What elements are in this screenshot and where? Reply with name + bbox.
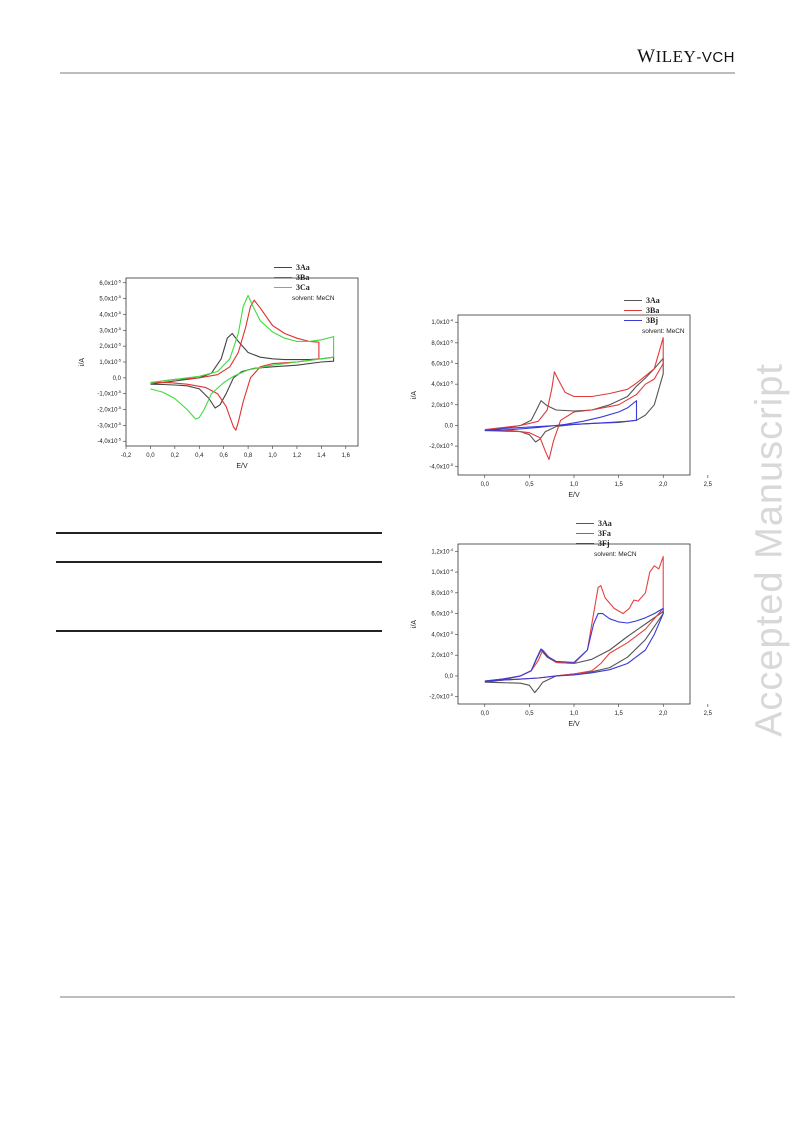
cv-chart-top-left: -0,2 0,0 0,2 0,4 0,6 0,8 1,0 1,2 1,4 1,6 -4,0x10-5…: [79, 263, 359, 470]
y-tick-label: 2,0x10-5: [99, 342, 121, 351]
x-tick-label: 1,0: [570, 711, 579, 717]
x-tick-label: 1,5: [614, 482, 623, 488]
y-tick-label: 1,0x10-4: [431, 568, 453, 577]
legend-label: 3Aa: [296, 263, 310, 272]
series-line-3Aa: [484, 610, 664, 694]
x-tick-label: 1,0: [570, 482, 579, 488]
y-tick-label: 4,0x10-5: [431, 380, 453, 389]
legend-label: 3Ba: [646, 306, 659, 315]
x-tick-label: 1,0: [268, 453, 277, 459]
series-line-3Ca: [150, 294, 335, 420]
y-tick-label: -2,0x10-5: [97, 405, 121, 414]
legend-label: 3Aa: [598, 519, 612, 528]
watermark: Accepted Manuscript: [748, 363, 791, 737]
cv-chart-bottom-right: 0,0 0,5 1,0 1,5 2,0 2,5 -2,0x10-5 0,0 2,0x10-5 4,…: [411, 519, 713, 728]
x-tick-label: 0,0: [481, 711, 490, 717]
series-line-3Fj: [484, 607, 664, 682]
y-tick-label: 6,0x10-5: [431, 609, 453, 618]
y-tick-label: -2,0x10-5: [429, 692, 453, 701]
y-tick-label: -2,0x10-5: [429, 442, 453, 451]
x-tick-label: 2,0: [659, 482, 668, 488]
legend-note: solvent: MeCN: [642, 328, 685, 335]
x-axis-label: E/V: [236, 463, 248, 470]
series-line-3Ba: [484, 337, 664, 461]
x-tick-label: 1,5: [614, 711, 623, 717]
y-tick-label: -3,0x10-5: [97, 421, 121, 430]
y-tick-label: 2,0x10-5: [431, 651, 453, 660]
x-axis-label: E/V: [568, 721, 580, 728]
legend-label: 3Bj: [646, 316, 658, 325]
legend-label: 3Ba: [296, 273, 309, 282]
x-tick-label: 2,0: [659, 711, 668, 717]
y-tick-label: -4,0x10-5: [97, 437, 121, 446]
y-tick-label: 8,0x10-5: [431, 338, 453, 347]
y-tick-label: 3,0x10-5: [99, 326, 121, 335]
y-tick-label: 6,0x10-5: [431, 359, 453, 368]
header-rule: [60, 72, 735, 74]
legend-label: 3Fa: [598, 529, 611, 538]
y-tick-label: 1,2x10-4: [431, 547, 453, 556]
y-tick-label: 2,0x10-5: [431, 400, 453, 409]
x-tick-label: 2,5: [704, 711, 713, 717]
x-tick-label: 0,5: [525, 711, 534, 717]
y-tick-label: 4,0x10-5: [99, 310, 121, 319]
y-tick-label: 6,0x10-5: [99, 278, 121, 287]
y-tick-label: 1,0x10-5: [99, 358, 121, 367]
x-tick-label: 0,0: [146, 453, 155, 459]
cv-chart-top-right: 0,0 0,5 1,0 1,5 2,0 2,5 -4,0x10-5 -2,0x10-5 0,0 2…: [411, 296, 713, 499]
y-tick-label: 1,0x10-4: [431, 318, 453, 327]
x-tick-label: 0,8: [244, 453, 253, 459]
table-rule-bottom: [56, 630, 382, 632]
legend-label: 3Ca: [296, 283, 310, 292]
series-line-3Aa: [150, 332, 335, 409]
y-tick-label: 0,0: [445, 423, 454, 429]
x-tick-label: 0,2: [171, 453, 180, 459]
x-tick-label: 1,6: [342, 453, 351, 459]
y-tick-label: 4,0x10-5: [431, 630, 453, 639]
table-rule-header: [56, 561, 382, 563]
y-tick-label: -1,0x10-5: [97, 389, 121, 398]
x-tick-label: 0,4: [195, 453, 204, 459]
y-tick-label: 5,0x10-5: [99, 294, 121, 303]
legend-note: solvent: MeCN: [292, 295, 335, 302]
plot-frame: [457, 314, 691, 476]
x-tick-label: 1,2: [293, 453, 302, 459]
x-tick-label: 2,5: [704, 482, 713, 488]
x-tick-label: 0,6: [220, 453, 229, 459]
y-axis-label: i/A: [411, 391, 418, 400]
y-tick-label: -4,0x10-5: [429, 462, 453, 471]
y-tick-label: 0,0: [445, 674, 454, 680]
y-tick-label: 0,0: [113, 376, 122, 382]
legend-label: 3Aa: [646, 296, 660, 305]
x-tick-label: -0,2: [121, 453, 132, 459]
footer-rule: [60, 996, 735, 998]
x-tick-label: 0,0: [481, 482, 490, 488]
x-tick-label: 1,4: [317, 453, 326, 459]
y-axis-label: i/A: [79, 358, 86, 367]
publisher-logo: WILEY-VCH: [637, 46, 735, 67]
series-line-3Bj: [484, 400, 638, 432]
y-axis-label: i/A: [411, 620, 418, 629]
table-rule-top: [56, 532, 382, 534]
legend-note: solvent: MeCN: [594, 551, 637, 558]
x-axis-label: E/V: [568, 492, 580, 499]
x-tick-label: 0,5: [525, 482, 534, 488]
y-tick-label: 8,0x10-5: [431, 588, 453, 597]
legend-label: 3Fj: [598, 539, 610, 548]
